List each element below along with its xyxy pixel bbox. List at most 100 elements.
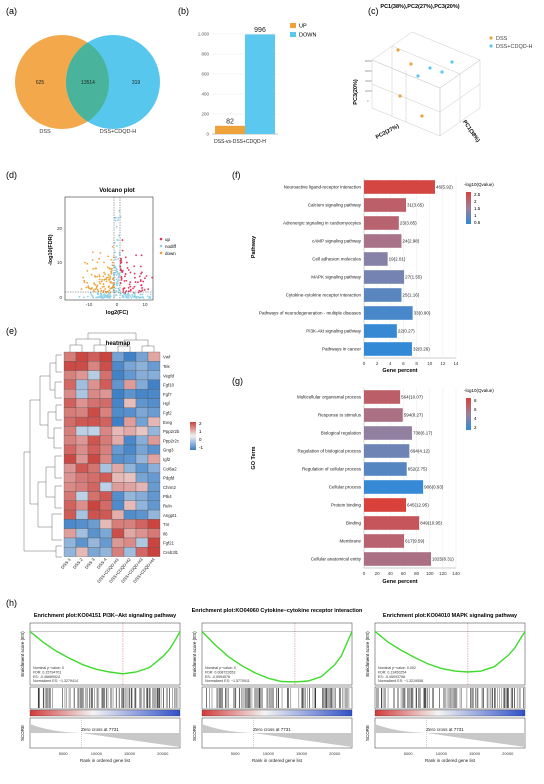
volcano-point <box>102 283 105 285</box>
volcano-point <box>151 276 154 279</box>
pca-title: PC1(38%),PC2(27%),PC3(20%) <box>380 4 459 10</box>
go-xtick: 20 <box>375 571 381 576</box>
heatmap-cell <box>135 537 149 548</box>
gsea-xtick: 5000 <box>404 751 414 756</box>
heatmap-cell <box>63 454 77 464</box>
volcano-point <box>122 289 125 291</box>
kegg-value-label: 46(5.92) <box>436 185 453 190</box>
go-value-label: 617(9.59) <box>405 539 425 544</box>
volcano-point <box>146 295 149 298</box>
volcano-point <box>123 280 126 282</box>
volcano-point <box>100 293 103 296</box>
volcano-point <box>120 275 123 278</box>
heatmap-cell <box>99 416 113 427</box>
heatmap-cell <box>87 444 101 455</box>
heatmap-cell <box>135 398 149 408</box>
go-value-label: 645(12.95) <box>407 503 429 508</box>
heatmap-gene-label: Angpt1 <box>163 513 177 518</box>
volcano-point <box>143 288 146 291</box>
heatmap-cell <box>147 379 161 390</box>
heatmap-cell <box>111 482 125 492</box>
heatmap-gene-label: Igf2 <box>163 457 171 462</box>
volcano-point <box>95 287 98 289</box>
volcano-point <box>104 288 107 290</box>
volcano-point <box>139 296 142 299</box>
heatmap-cell <box>87 509 101 520</box>
heatmap-cell <box>111 528 125 539</box>
volcano-xtick: -10 <box>86 302 93 307</box>
volcano-point <box>91 251 94 254</box>
volcano-point <box>115 281 118 284</box>
volcano-point <box>91 258 94 261</box>
heatmap-cell <box>87 416 101 427</box>
venn-right-label: DSS+CDQD-H <box>100 129 137 135</box>
gsea-stat: FDR: 0.008722653 <box>205 670 235 674</box>
volcano-point <box>114 256 117 259</box>
heatmap-cell <box>75 509 89 520</box>
heatmap-cell <box>135 407 149 418</box>
volcano-point <box>121 239 124 241</box>
heatmap-cell <box>63 398 77 408</box>
pca-point-dss-3 <box>398 94 402 98</box>
volcano-point <box>99 287 102 290</box>
heatmap-cell <box>75 444 89 455</box>
gsea-xtick: 10000 <box>263 751 275 756</box>
heatmap-cell <box>147 537 161 548</box>
volcano-frame <box>64 196 154 301</box>
kegg-category-label: Cell adhesion molecules <box>312 257 362 262</box>
volcano-point <box>120 269 122 272</box>
heatmap-cell <box>123 509 137 520</box>
heatmap-cell <box>87 407 101 418</box>
kegg-value-label: 31(3.65) <box>407 203 424 208</box>
kegg-bar <box>364 270 405 284</box>
volcano-legend-up: up <box>165 237 171 242</box>
volcano-point <box>117 279 120 281</box>
volcano-point <box>84 261 86 264</box>
gsea-xtick: 5000 <box>231 751 241 756</box>
kegg-value-label: 22(0.27) <box>398 329 415 334</box>
kegg-legend-ticks: 2.5 2 1.5 1 0.5 <box>474 192 481 225</box>
pca-ticks: 8000 6000 4000 2000 0 <box>365 59 372 103</box>
volcano-point <box>101 278 104 281</box>
heatmap-cell <box>99 519 113 529</box>
volcano-point <box>118 251 121 254</box>
volcano-point <box>133 292 136 295</box>
gsea-stat: Normalized ES: −1.3279414 <box>33 679 78 683</box>
panel-b: (b) 0 200 400 600 800 1,000 82 996 DSS-vs-DSS+… <box>178 6 316 145</box>
heatmap-cell <box>111 435 125 446</box>
heatmap-cell <box>111 351 125 362</box>
kegg-value-label: 27(1.55) <box>405 275 422 280</box>
go-bar <box>364 498 407 512</box>
volcano-point <box>83 296 85 299</box>
gsea-xtick: 15000 <box>469 751 481 756</box>
heatmap-cell <box>99 463 113 474</box>
volcano-point <box>104 290 107 293</box>
kegg-y-label: Pathway <box>251 235 257 258</box>
heatmap-cell <box>75 435 89 446</box>
kegg-xtick: 10 <box>427 361 433 366</box>
kegg-xtick: 0 <box>363 361 366 366</box>
heatmap-cell <box>75 482 89 492</box>
bar-marks: 82 996 <box>215 27 275 134</box>
heatmap-cell <box>87 361 101 371</box>
volcano-point <box>103 278 106 281</box>
heatmap-gene-label: Vwf <box>163 355 171 360</box>
panel-h-letter: (h) <box>6 598 17 608</box>
volcano-point <box>141 289 144 292</box>
heatmap-scale-label: 2 <box>199 421 202 426</box>
kegg-bar <box>364 234 402 248</box>
kegg-legend-tick: 2.5 <box>474 192 481 197</box>
volcano-point <box>116 271 119 273</box>
heatmap-cell <box>111 398 125 408</box>
panel-e: (e) heatmap Vwf Tek Vegfd Fgf10 Fgf7 Hgf Fgf2 E… <box>6 326 203 584</box>
heatmap-cell <box>135 444 149 455</box>
volcano-point <box>98 275 101 278</box>
heatmap-cells <box>63 351 161 557</box>
volcano-point <box>91 295 94 297</box>
volcano-point <box>125 290 128 293</box>
volcano-point <box>90 287 93 290</box>
heatmap-gene-label: Creb3l1 <box>163 550 179 555</box>
go-bar <box>364 408 403 422</box>
panel-g: (g) 0 20 40 60 80 100 120 140 Multicellular orga… <box>232 376 494 585</box>
